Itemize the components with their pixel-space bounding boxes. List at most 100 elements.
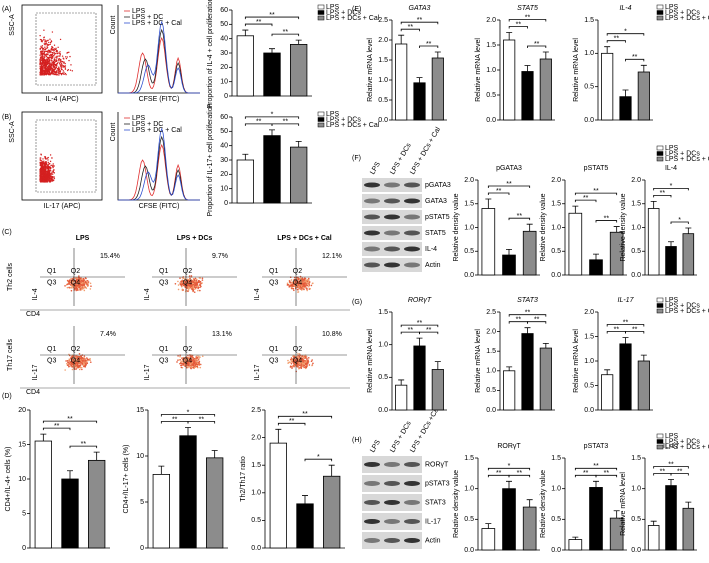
flow-event [47, 174, 50, 176]
flow-event [289, 281, 291, 283]
flow-event [55, 50, 57, 53]
flow-event [301, 363, 304, 365]
y-tick-label: 10 [136, 453, 144, 460]
legend-swatch [656, 308, 664, 314]
flow-event [55, 49, 58, 52]
legend-swatch [317, 4, 325, 10]
chart-title: IL-17 [663, 443, 679, 450]
flow-event [52, 179, 55, 182]
flow-event [297, 356, 300, 359]
row-label: Th2 cells [7, 262, 14, 291]
flow-event [39, 34, 41, 37]
flow-event [75, 357, 77, 360]
flow-event [201, 277, 204, 280]
flow-event [187, 356, 190, 359]
flow-event [50, 49, 52, 51]
significance-label: * [624, 29, 627, 36]
flow-event [47, 44, 49, 46]
blot-band [364, 182, 380, 188]
flow-event [53, 176, 55, 178]
flow-event [296, 355, 298, 358]
flow-event [180, 366, 183, 369]
flow-event [201, 279, 204, 281]
flow-event [77, 362, 79, 365]
band-label: GATA3 [425, 198, 447, 205]
flow-event [46, 177, 48, 180]
legend-text: LPS + DCs [326, 9, 361, 16]
flow-event [80, 356, 83, 358]
lane-label: LPS + DCs + Cal [409, 126, 442, 176]
bar [589, 259, 603, 276]
band-label: pSTAT5 [425, 214, 450, 221]
significance-label: ** [604, 215, 610, 222]
blot-band [404, 246, 420, 252]
flow-event [67, 359, 70, 362]
flow-event [54, 70, 56, 72]
band-label: pSTAT3 [425, 480, 450, 487]
gate-label: Q4 [293, 358, 302, 365]
flow-event [192, 290, 195, 292]
significance-label: ** [81, 441, 87, 448]
flow-event [41, 47, 44, 49]
significance-label: ** [426, 327, 432, 334]
legend-text: LPS + DC [132, 14, 163, 21]
bar [289, 44, 308, 97]
flow-event [297, 288, 299, 291]
flow-event [298, 367, 300, 370]
flow-event [44, 70, 47, 73]
flow-event [68, 362, 70, 364]
flow-event [179, 283, 182, 286]
flow-event [289, 358, 292, 361]
flow-event [40, 50, 42, 53]
error-bar [211, 450, 218, 458]
flow-event [190, 355, 193, 358]
flow-event [199, 356, 201, 358]
flow-event [89, 282, 92, 285]
bar [263, 52, 281, 97]
legend-text: LPS + DCs + Cal [326, 122, 380, 129]
flow-event [304, 355, 307, 358]
flow-event [64, 369, 66, 371]
axis-title: Count [110, 123, 117, 142]
flow-event [303, 363, 306, 365]
significance-label: ** [534, 41, 540, 48]
flow-event [47, 67, 49, 69]
flow-event [46, 63, 49, 66]
flow-event [52, 166, 54, 169]
flow-event [52, 177, 54, 179]
flow-event [41, 163, 44, 165]
bar [619, 96, 632, 121]
flow-event [306, 289, 308, 292]
flow-event [66, 286, 69, 289]
flow-event [58, 59, 60, 62]
flow-event [44, 48, 47, 50]
flow-event [68, 51, 70, 54]
legend-swatch [317, 111, 325, 117]
flow-event [55, 52, 57, 55]
legend-text: LPS [132, 8, 146, 15]
flow-event [300, 287, 303, 289]
bar [296, 503, 314, 549]
flow-event [86, 362, 89, 365]
y-tick-label: 1.5 [251, 462, 261, 469]
flow-event [298, 282, 301, 284]
error-bar [269, 129, 275, 136]
error-bar [398, 379, 405, 386]
dot-plot-frame [21, 4, 103, 94]
flow-event [47, 156, 49, 159]
y-tick-label: 2.5 [378, 17, 388, 24]
flow-event [48, 179, 51, 181]
flow-event [291, 365, 294, 367]
flow-event [194, 364, 197, 366]
flow-event [294, 360, 296, 362]
flow-event [299, 284, 301, 286]
flow-event [194, 280, 196, 283]
significance-bracket [187, 421, 216, 424]
flow-event [194, 366, 197, 368]
significance-label: * [317, 454, 320, 461]
flow-event [54, 61, 56, 64]
panel-label: (D) [2, 393, 12, 400]
flow-event [303, 284, 306, 286]
y-tick-label: 0.5 [464, 516, 474, 523]
flow-event [44, 41, 46, 43]
